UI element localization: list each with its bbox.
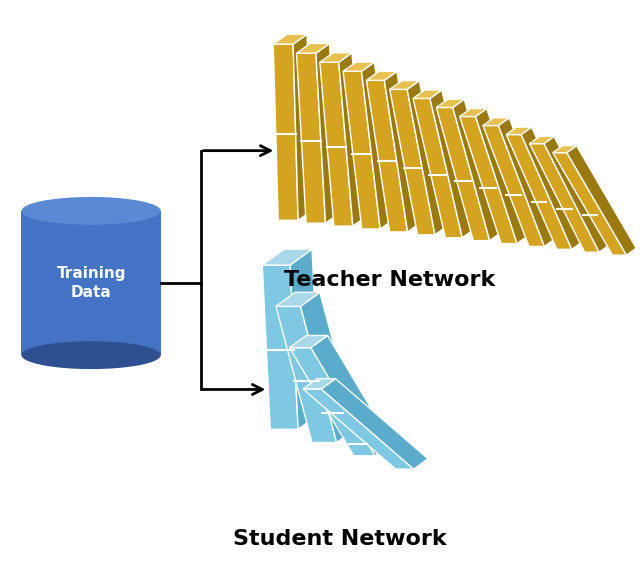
Polygon shape — [367, 80, 408, 232]
Polygon shape — [460, 117, 517, 243]
Polygon shape — [483, 118, 509, 126]
Polygon shape — [303, 379, 335, 389]
Polygon shape — [529, 144, 599, 252]
Polygon shape — [343, 71, 380, 229]
Polygon shape — [273, 44, 298, 220]
Polygon shape — [521, 127, 582, 250]
Polygon shape — [390, 89, 435, 235]
Polygon shape — [296, 53, 326, 223]
Polygon shape — [321, 379, 428, 469]
Polygon shape — [276, 306, 337, 443]
Polygon shape — [413, 90, 442, 98]
Polygon shape — [293, 34, 312, 220]
Polygon shape — [367, 71, 397, 80]
Polygon shape — [343, 62, 374, 71]
Polygon shape — [289, 348, 375, 456]
Polygon shape — [339, 53, 366, 226]
Ellipse shape — [22, 341, 161, 369]
Polygon shape — [529, 136, 554, 144]
Text: Training
Data: Training Data — [56, 265, 126, 301]
Polygon shape — [544, 136, 609, 252]
Ellipse shape — [22, 197, 161, 225]
Text: Student Network: Student Network — [233, 529, 447, 549]
Polygon shape — [290, 249, 320, 429]
Polygon shape — [289, 336, 328, 348]
Polygon shape — [273, 34, 307, 44]
Polygon shape — [553, 145, 577, 153]
Polygon shape — [407, 81, 447, 235]
Polygon shape — [303, 389, 413, 469]
Polygon shape — [476, 109, 528, 243]
Polygon shape — [301, 292, 356, 443]
Polygon shape — [506, 135, 572, 250]
Polygon shape — [262, 265, 298, 429]
Polygon shape — [553, 153, 627, 255]
Polygon shape — [390, 81, 419, 89]
Polygon shape — [430, 90, 474, 238]
Polygon shape — [22, 211, 161, 355]
Polygon shape — [483, 126, 545, 246]
Polygon shape — [567, 145, 636, 255]
Polygon shape — [296, 44, 330, 53]
Polygon shape — [311, 336, 392, 456]
Polygon shape — [506, 127, 532, 135]
Polygon shape — [320, 53, 352, 62]
Polygon shape — [316, 44, 339, 223]
Polygon shape — [362, 62, 393, 229]
Polygon shape — [499, 118, 555, 246]
Polygon shape — [276, 292, 320, 306]
Polygon shape — [413, 98, 462, 238]
Polygon shape — [385, 71, 420, 232]
Polygon shape — [452, 99, 501, 241]
Polygon shape — [262, 249, 312, 265]
Polygon shape — [436, 108, 490, 241]
Polygon shape — [436, 99, 464, 108]
Polygon shape — [320, 62, 353, 226]
Text: Teacher Network: Teacher Network — [284, 270, 495, 290]
Polygon shape — [460, 109, 486, 117]
